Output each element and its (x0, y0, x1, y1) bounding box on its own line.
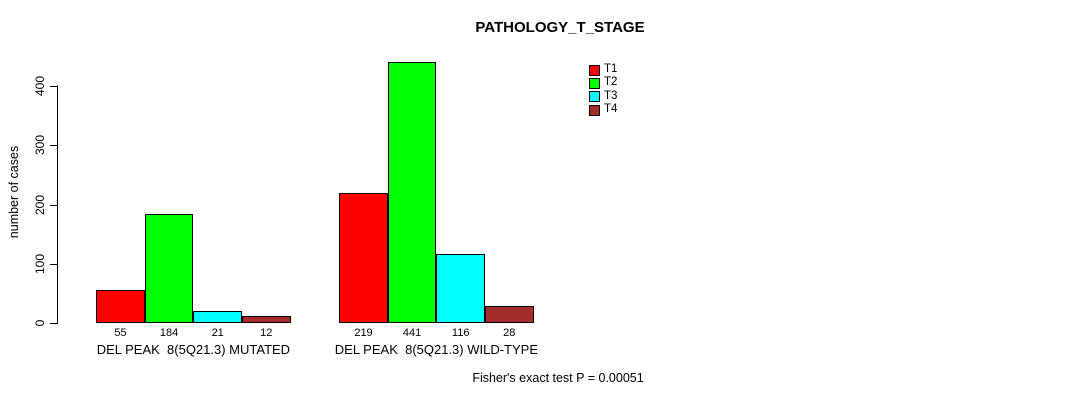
y-tick-300 (50, 145, 57, 147)
y-tick-label-0: 0 (33, 319, 47, 327)
y-tick-0 (50, 323, 57, 324)
bar-value-t2-group2: 441 (402, 327, 422, 339)
y-axis-title: number of cases (7, 145, 21, 239)
legend-swatch-t3 (589, 91, 600, 103)
bar-t1-group2 (339, 193, 388, 323)
y-tick-200 (50, 204, 57, 206)
y-tick-label-200: 200 (33, 194, 47, 215)
group-label-1: DEL PEAK 8(5Q21.3) MUTATED (96, 342, 291, 357)
bar-value-t1-group1: 55 (114, 327, 127, 339)
legend-label-t3: T3 (604, 89, 618, 102)
bar-t3-group2 (436, 254, 485, 323)
chart-title: PATHOLOGY_T_STAGE (475, 19, 645, 36)
y-axis-line (57, 85, 58, 324)
legend-label-t1: T1 (604, 63, 618, 76)
bar-t4-group2 (485, 306, 534, 323)
legend-swatch-t2 (589, 77, 600, 89)
legend-swatch-t1 (589, 64, 600, 76)
bar-t2-group2 (387, 61, 437, 323)
bar-t2-group1 (144, 213, 194, 323)
bar-value-t4-group1: 12 (260, 327, 273, 339)
legend-label-t4: T4 (604, 103, 618, 116)
legend-swatch-t4 (589, 104, 600, 116)
bar-value-t2-group1: 184 (159, 327, 179, 339)
bar-t1-group1 (96, 290, 145, 323)
y-tick-label-300: 300 (33, 135, 47, 156)
caption: Fisher's exact test P = 0.00051 (472, 371, 644, 385)
bar-t3-group1 (193, 310, 242, 323)
bar-value-t1-group2: 219 (354, 327, 373, 339)
bar-t4-group1 (242, 315, 291, 323)
legend-label-t2: T2 (604, 76, 618, 89)
y-tick-label-100: 100 (33, 253, 47, 274)
bar-value-t3-group2: 116 (451, 327, 470, 339)
group-label-2: DEL PEAK 8(5Q21.3) WILD-TYPE (334, 342, 539, 357)
y-tick-label-400: 400 (33, 75, 47, 97)
y-tick-400 (50, 86, 57, 87)
y-tick-100 (50, 263, 57, 265)
bar-value-t4-group2: 28 (503, 327, 516, 339)
bar-value-t3-group1: 21 (211, 327, 224, 339)
